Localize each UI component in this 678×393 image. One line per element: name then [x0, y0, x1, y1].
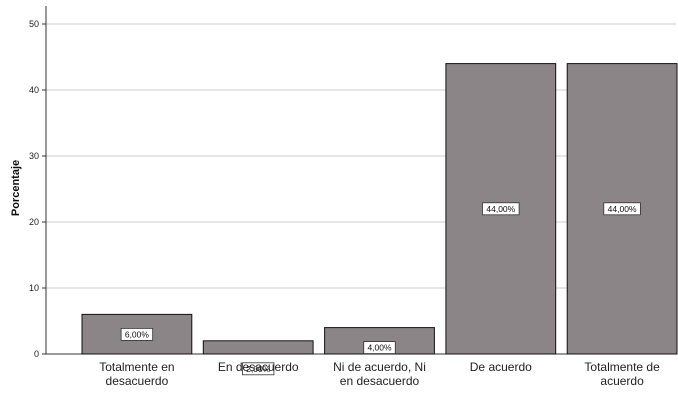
- x-category-label: Totalmente en: [99, 360, 174, 374]
- data-label-box: [603, 202, 641, 216]
- x-category-label: Ni de acuerdo, Ni: [333, 360, 426, 374]
- y-tick-label: 30: [29, 151, 39, 161]
- y-tick-labels: 0 10 20 30 40 50: [29, 19, 39, 359]
- y-tick-label: 0: [34, 349, 39, 359]
- y-axis-label: Porcentaje: [10, 160, 22, 216]
- x-category-label: acuerdo: [600, 374, 644, 388]
- x-category-label: desacuerdo: [106, 374, 169, 388]
- x-category-label: En desacuerdo: [218, 360, 299, 374]
- data-label: 44,00%: [608, 204, 637, 214]
- y-tick-label: 20: [29, 217, 39, 227]
- data-label: 6,00%: [125, 329, 150, 339]
- data-label: 4,00%: [367, 343, 392, 353]
- data-label-box: [482, 202, 520, 216]
- x-category-label: De acuerdo: [470, 360, 532, 374]
- y-tick-label: 40: [29, 85, 39, 95]
- y-tick-label: 10: [29, 283, 39, 293]
- data-label: 2,00%: [246, 364, 271, 374]
- bars: [81, 63, 678, 355]
- data-label-box: [242, 362, 275, 376]
- data-label-box: [363, 341, 396, 355]
- data-label: 44,00%: [486, 204, 515, 214]
- bar: [202, 340, 314, 355]
- data-labels: 6,00% 2,00% 4,00% 44,00% 44,00%: [120, 202, 641, 376]
- x-category-label: Totalmente de: [584, 360, 660, 374]
- data-label-box: [120, 327, 154, 341]
- x-category-label: en desacuerdo: [340, 374, 420, 388]
- y-tick-label: 50: [29, 19, 39, 29]
